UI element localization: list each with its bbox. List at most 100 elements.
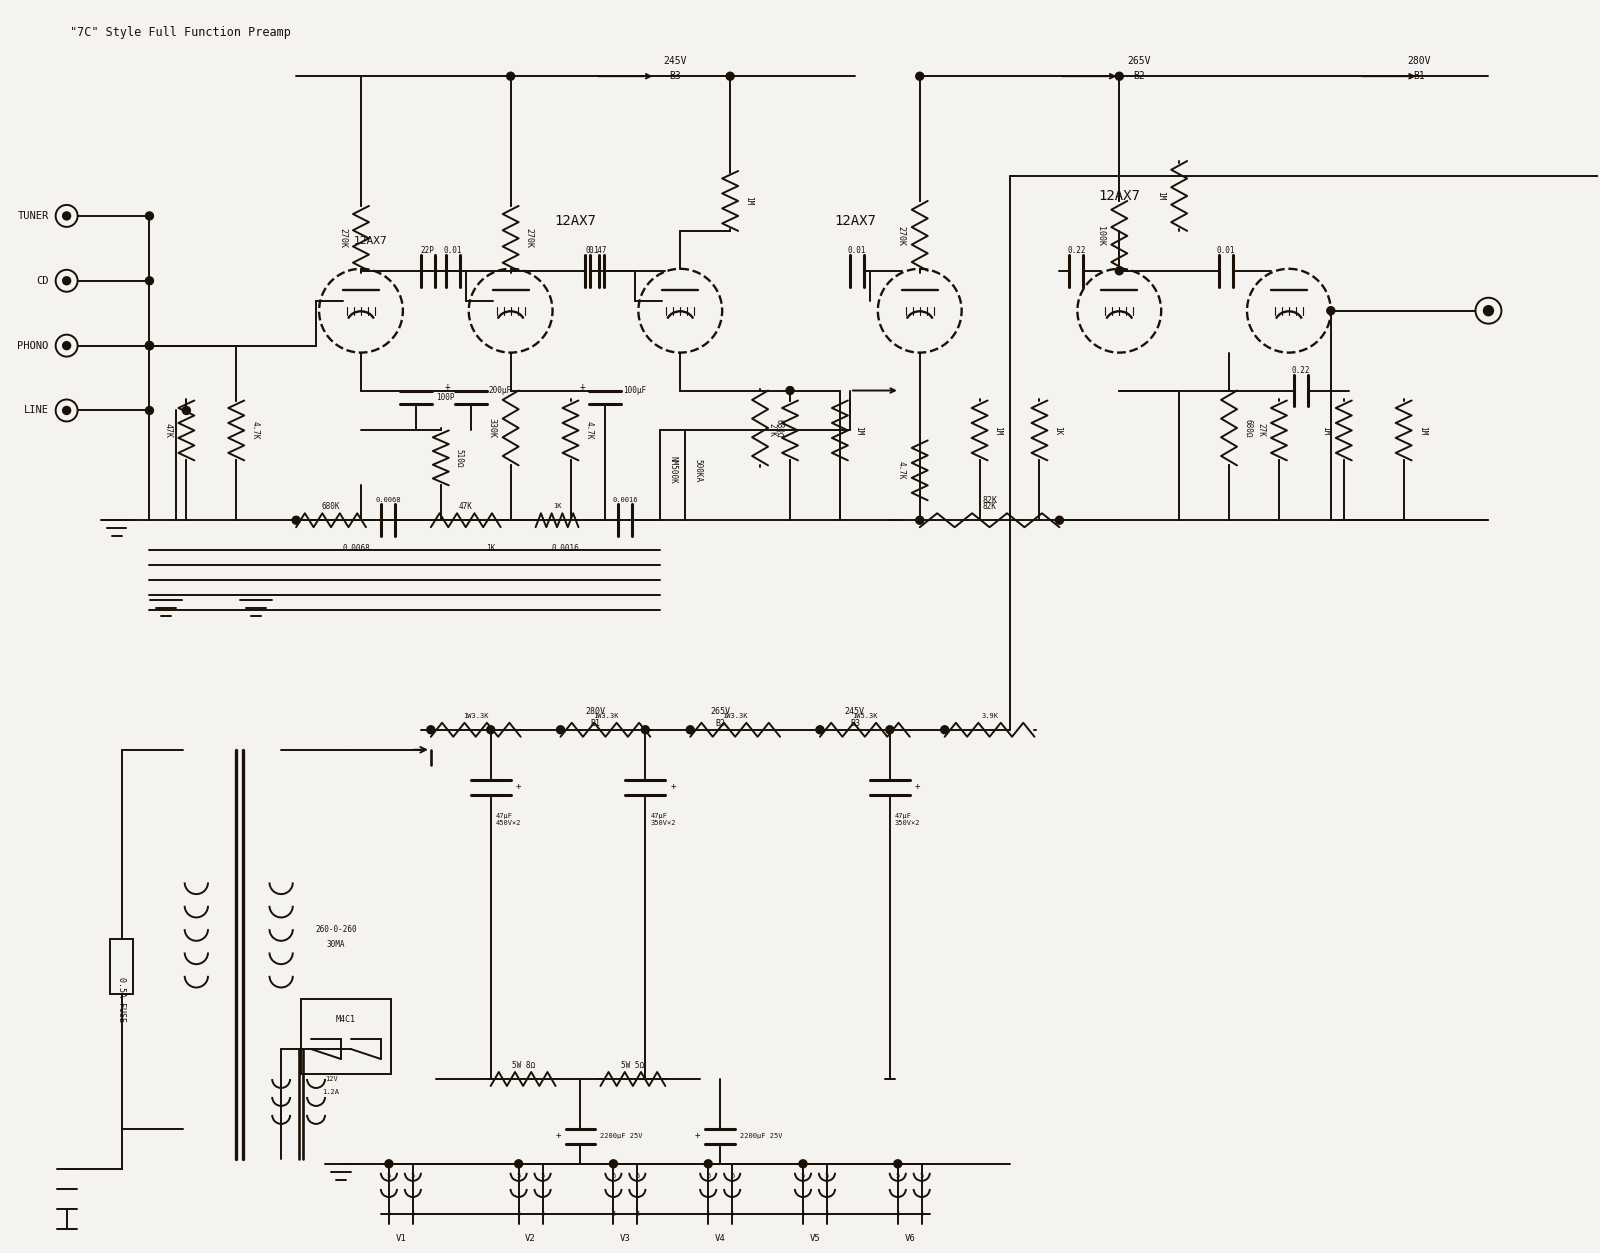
Text: 47K: 47K bbox=[163, 424, 173, 439]
Text: 270K: 270K bbox=[525, 228, 534, 248]
Circle shape bbox=[557, 725, 565, 734]
Circle shape bbox=[146, 406, 154, 415]
Text: 5: 5 bbox=[517, 1173, 520, 1179]
Circle shape bbox=[62, 277, 70, 284]
Text: 27K: 27K bbox=[1256, 424, 1266, 437]
Circle shape bbox=[62, 406, 70, 415]
Text: 4.7K: 4.7K bbox=[584, 421, 594, 440]
Text: B1: B1 bbox=[1413, 71, 1424, 81]
Text: 4: 4 bbox=[611, 1210, 616, 1217]
Text: M4C1: M4C1 bbox=[336, 1015, 357, 1024]
Text: 0.01: 0.01 bbox=[1218, 247, 1235, 256]
Text: 1K: 1K bbox=[552, 504, 562, 509]
Circle shape bbox=[486, 725, 494, 734]
Text: 0.47: 0.47 bbox=[589, 247, 606, 256]
Text: 82K: 82K bbox=[982, 496, 997, 505]
Text: 4: 4 bbox=[517, 1210, 520, 1217]
Circle shape bbox=[146, 342, 154, 350]
Text: V1: V1 bbox=[395, 1234, 406, 1243]
Circle shape bbox=[507, 73, 515, 80]
Text: 1M: 1M bbox=[744, 197, 754, 205]
Text: 1K: 1K bbox=[486, 544, 496, 553]
Text: 4: 4 bbox=[896, 1210, 899, 1217]
Circle shape bbox=[894, 1160, 902, 1168]
Text: +: + bbox=[915, 782, 920, 791]
Circle shape bbox=[146, 342, 154, 350]
Text: 0.1: 0.1 bbox=[586, 247, 600, 256]
Circle shape bbox=[515, 1160, 523, 1168]
Circle shape bbox=[146, 277, 154, 284]
Circle shape bbox=[62, 342, 70, 350]
Text: 1M: 1M bbox=[1322, 426, 1330, 435]
Text: B3: B3 bbox=[669, 71, 682, 81]
Circle shape bbox=[1115, 267, 1123, 274]
Circle shape bbox=[62, 212, 70, 221]
Text: B3: B3 bbox=[850, 719, 859, 728]
Text: 5: 5 bbox=[541, 1173, 544, 1179]
Text: B1: B1 bbox=[590, 719, 600, 728]
Text: 47μF
350V×2: 47μF 350V×2 bbox=[894, 813, 920, 826]
Text: 4: 4 bbox=[730, 1210, 734, 1217]
Text: 200μF: 200μF bbox=[488, 386, 512, 395]
Text: 5: 5 bbox=[611, 1173, 616, 1179]
Text: 100P: 100P bbox=[435, 393, 454, 402]
Text: LINE: LINE bbox=[24, 406, 48, 416]
Text: +: + bbox=[579, 381, 586, 391]
Text: 2200μF 25V: 2200μF 25V bbox=[600, 1133, 643, 1139]
Text: 0.22: 0.22 bbox=[1291, 366, 1310, 375]
Text: 0.0068: 0.0068 bbox=[374, 497, 400, 504]
Circle shape bbox=[146, 212, 154, 221]
Circle shape bbox=[610, 1160, 618, 1168]
Text: V5: V5 bbox=[810, 1234, 821, 1243]
Text: 510Ω: 510Ω bbox=[454, 449, 464, 467]
Text: 47μF
450V×2: 47μF 450V×2 bbox=[496, 813, 522, 826]
Text: 270K: 270K bbox=[338, 228, 347, 248]
Text: 27K: 27K bbox=[766, 424, 776, 437]
Text: 0.22: 0.22 bbox=[1067, 247, 1086, 256]
Text: 1W3.3K: 1W3.3K bbox=[592, 713, 618, 719]
Text: +: + bbox=[670, 782, 675, 791]
Text: CD: CD bbox=[37, 276, 48, 286]
Text: 2200μF 25V: 2200μF 25V bbox=[741, 1133, 782, 1139]
Text: 4.7K: 4.7K bbox=[250, 421, 259, 440]
Bar bbox=[109, 940, 133, 994]
Text: V2: V2 bbox=[525, 1234, 536, 1243]
Text: 5: 5 bbox=[826, 1173, 829, 1179]
Circle shape bbox=[816, 725, 824, 734]
Circle shape bbox=[915, 516, 923, 524]
Text: 12V: 12V bbox=[325, 1076, 338, 1083]
Text: 5: 5 bbox=[635, 1173, 640, 1179]
Text: +: + bbox=[555, 1131, 560, 1140]
Text: V6: V6 bbox=[904, 1234, 915, 1243]
Text: 280V: 280V bbox=[1406, 56, 1430, 66]
Text: 5: 5 bbox=[896, 1173, 899, 1179]
Text: 680Ω: 680Ω bbox=[774, 419, 782, 437]
Text: +: + bbox=[515, 782, 522, 791]
Text: 0.0016: 0.0016 bbox=[613, 497, 638, 504]
Text: 4: 4 bbox=[920, 1210, 923, 1217]
Text: 4: 4 bbox=[541, 1210, 544, 1217]
Text: 4: 4 bbox=[706, 1210, 710, 1217]
Text: 3.9K: 3.9K bbox=[981, 713, 998, 719]
Text: 5: 5 bbox=[920, 1173, 923, 1179]
Circle shape bbox=[182, 406, 190, 415]
Text: B2: B2 bbox=[1133, 71, 1146, 81]
Text: 5: 5 bbox=[802, 1173, 805, 1179]
Text: "7C" Style Full Function Preamp: "7C" Style Full Function Preamp bbox=[70, 26, 291, 39]
Text: 30MA: 30MA bbox=[326, 940, 346, 949]
Text: 5: 5 bbox=[706, 1173, 710, 1179]
Text: 4.7K: 4.7K bbox=[896, 461, 906, 480]
Text: 12AX7: 12AX7 bbox=[1098, 189, 1141, 203]
Text: 680Ω: 680Ω bbox=[1243, 419, 1253, 437]
Text: 5W 8Ω: 5W 8Ω bbox=[512, 1060, 534, 1070]
Text: 4: 4 bbox=[802, 1210, 805, 1217]
Text: 5W 5Ω: 5W 5Ω bbox=[621, 1060, 645, 1070]
Circle shape bbox=[386, 1160, 394, 1168]
Text: 265V: 265V bbox=[710, 707, 730, 717]
Circle shape bbox=[1056, 516, 1064, 524]
Text: 1W5.3K: 1W5.3K bbox=[853, 713, 878, 719]
Text: 12AX7: 12AX7 bbox=[555, 214, 597, 228]
Text: 245V: 245V bbox=[845, 707, 866, 717]
Text: 1W3.3K: 1W3.3K bbox=[722, 713, 747, 719]
Circle shape bbox=[1326, 307, 1334, 315]
